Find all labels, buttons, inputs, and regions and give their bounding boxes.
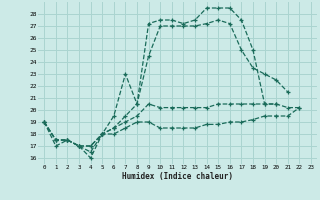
- X-axis label: Humidex (Indice chaleur): Humidex (Indice chaleur): [122, 172, 233, 181]
